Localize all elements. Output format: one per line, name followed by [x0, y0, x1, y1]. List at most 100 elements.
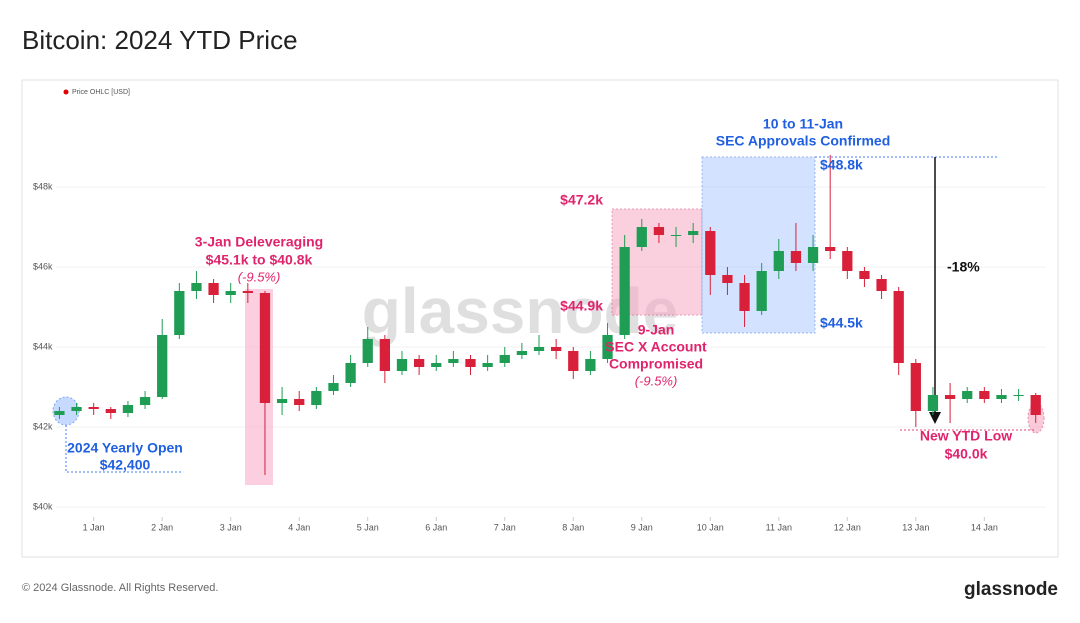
candle-body: [585, 359, 596, 371]
candle-body: [499, 355, 510, 363]
candle-body: [208, 283, 219, 295]
candle-body: [122, 405, 134, 413]
candle-body: [88, 407, 99, 409]
candle-body: [533, 347, 545, 351]
annotation: SEC Approvals Confirmed: [716, 133, 891, 149]
candle-body: [773, 251, 784, 271]
guide-line: [65, 425, 183, 473]
arrow-head: [929, 412, 941, 424]
candle-body: [602, 335, 613, 359]
candle-body: [979, 391, 990, 399]
candle-body: [1013, 395, 1024, 396]
annotation: $42,400: [100, 457, 151, 473]
annotation: (-9.5%): [238, 269, 281, 284]
x-tick-label: 11 Jan: [766, 522, 792, 532]
candle-body: [722, 275, 733, 283]
logo: glassnode: [964, 579, 1058, 600]
candle-body: [825, 247, 836, 251]
x-tick-label: 6 Jan: [425, 522, 447, 532]
candle-body: [379, 339, 390, 371]
annotation: $44.9k: [560, 298, 603, 314]
x-tick-label: 14 Jan: [971, 522, 998, 532]
y-tick-label: $48k: [33, 181, 53, 191]
annotation: (-9.5%): [635, 373, 678, 388]
candle-body: [739, 283, 750, 311]
candle-body: [54, 411, 65, 415]
candle-body: [362, 339, 373, 363]
candle-body: [259, 293, 271, 403]
candle-body: [910, 363, 921, 411]
x-tick-label: 5 Jan: [357, 522, 379, 532]
candle-body: [516, 351, 528, 355]
candle-body: [294, 399, 305, 405]
annotation: $40.0k: [945, 446, 988, 462]
candle-body: [465, 359, 476, 367]
candle-body: [842, 251, 853, 271]
chart-card: [21, 79, 1059, 558]
annotation: 9-Jan: [638, 322, 675, 338]
candle-body: [653, 227, 665, 235]
candle-body: [71, 407, 82, 411]
annotation: $48.8k: [820, 157, 863, 173]
x-tick-label: 2 Jan: [151, 522, 173, 532]
x-tick-label: 7 Jan: [494, 522, 516, 532]
candle-body: [859, 271, 870, 279]
x-tick-label: 1 Jan: [83, 522, 105, 532]
y-tick-label: $42k: [33, 421, 53, 431]
annotation: $47.2k: [560, 192, 603, 208]
annotation: 3-Jan Deleveraging: [195, 234, 323, 250]
candle-body: [157, 335, 168, 397]
candle-body: [876, 279, 887, 291]
candle-body: [790, 251, 802, 263]
x-tick-label: 12 Jan: [834, 522, 861, 532]
candle-body: [482, 363, 493, 367]
title: Bitcoin: 2024 YTD Price: [22, 25, 298, 55]
candle-body: [311, 391, 322, 405]
candle-body: [705, 231, 716, 275]
candle-body: [345, 363, 356, 383]
candle-body: [1030, 395, 1041, 415]
candle-body: [413, 359, 425, 367]
annotation: SEC X Account: [605, 339, 707, 355]
y-tick-label: $40k: [33, 501, 53, 511]
candle-body: [944, 395, 956, 399]
candle-body: [619, 247, 630, 335]
candle-body: [139, 397, 151, 405]
annotation: $45.1k to $40.8k: [206, 252, 313, 268]
annotation: 10 to 11-Jan: [763, 116, 843, 132]
y-tick-label: $46k: [33, 261, 53, 271]
annotation: -18%: [947, 259, 980, 275]
x-tick-label: 10 Jan: [697, 522, 724, 532]
annotation: 2024 Yearly Open: [67, 440, 183, 456]
x-tick-label: 3 Jan: [220, 522, 242, 532]
x-tick-label: 8 Jan: [562, 522, 584, 532]
candle-body: [568, 351, 579, 371]
candle-body: [962, 391, 973, 399]
x-tick-label: 4 Jan: [288, 522, 310, 532]
candle-body: [431, 363, 442, 367]
candle-body: [893, 291, 904, 363]
candle-body: [551, 347, 562, 351]
candle-body: [328, 383, 339, 391]
candle-body: [996, 395, 1007, 399]
candle-body: [396, 359, 408, 371]
annotation: $44.5k: [820, 315, 863, 331]
candle-body: [670, 235, 682, 236]
candle-body: [105, 409, 116, 413]
x-tick-label: 9 Jan: [631, 522, 653, 532]
candle-body: [225, 291, 236, 295]
annotation: New YTD Low: [920, 428, 1012, 444]
footer: © 2024 Glassnode. All Rights Reserved.: [22, 582, 218, 594]
candle-body: [242, 291, 253, 293]
x-tick-label: 13 Jan: [902, 522, 929, 532]
candle-body: [276, 399, 288, 403]
candle-body: [636, 227, 647, 247]
candle-body: [927, 395, 939, 411]
annotation: Compromised: [609, 356, 703, 372]
legend-label: Price OHLC [USD]: [72, 89, 130, 96]
candle-body: [688, 231, 699, 235]
candle-body: [807, 247, 819, 263]
y-tick-label: $44k: [33, 341, 53, 351]
